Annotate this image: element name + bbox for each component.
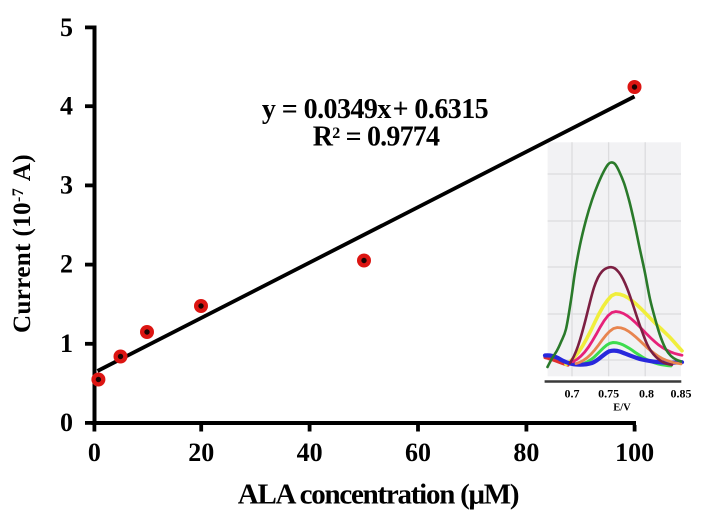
svg-text:0.8: 0.8 <box>639 387 654 401</box>
svg-text:3: 3 <box>60 171 73 200</box>
svg-text:Current (10-7 A): Current (10-7 A) <box>9 154 36 333</box>
svg-text:0.7: 0.7 <box>565 387 580 401</box>
svg-text:0.85: 0.85 <box>671 387 692 401</box>
svg-text:80: 80 <box>513 438 539 467</box>
svg-text:100: 100 <box>615 438 654 467</box>
svg-text:4: 4 <box>60 91 73 120</box>
svg-text:R2 = 0.9774: R2 = 0.9774 <box>313 122 440 153</box>
svg-text:1: 1 <box>60 329 73 358</box>
svg-text:40: 40 <box>297 438 323 467</box>
svg-text:5: 5 <box>60 13 73 42</box>
svg-text:20: 20 <box>188 438 214 467</box>
svg-text:y = 0.0349x + 0.6315: y = 0.0349x + 0.6315 <box>262 94 488 125</box>
svg-text:0.75: 0.75 <box>598 387 619 401</box>
svg-text:0: 0 <box>88 438 101 467</box>
svg-text:ALA concentration (μM): ALA concentration (μM) <box>238 479 519 511</box>
svg-text:0: 0 <box>60 408 73 437</box>
svg-text:2: 2 <box>60 250 73 279</box>
svg-text:60: 60 <box>405 438 431 467</box>
svg-text:E/V: E/V <box>613 403 631 414</box>
